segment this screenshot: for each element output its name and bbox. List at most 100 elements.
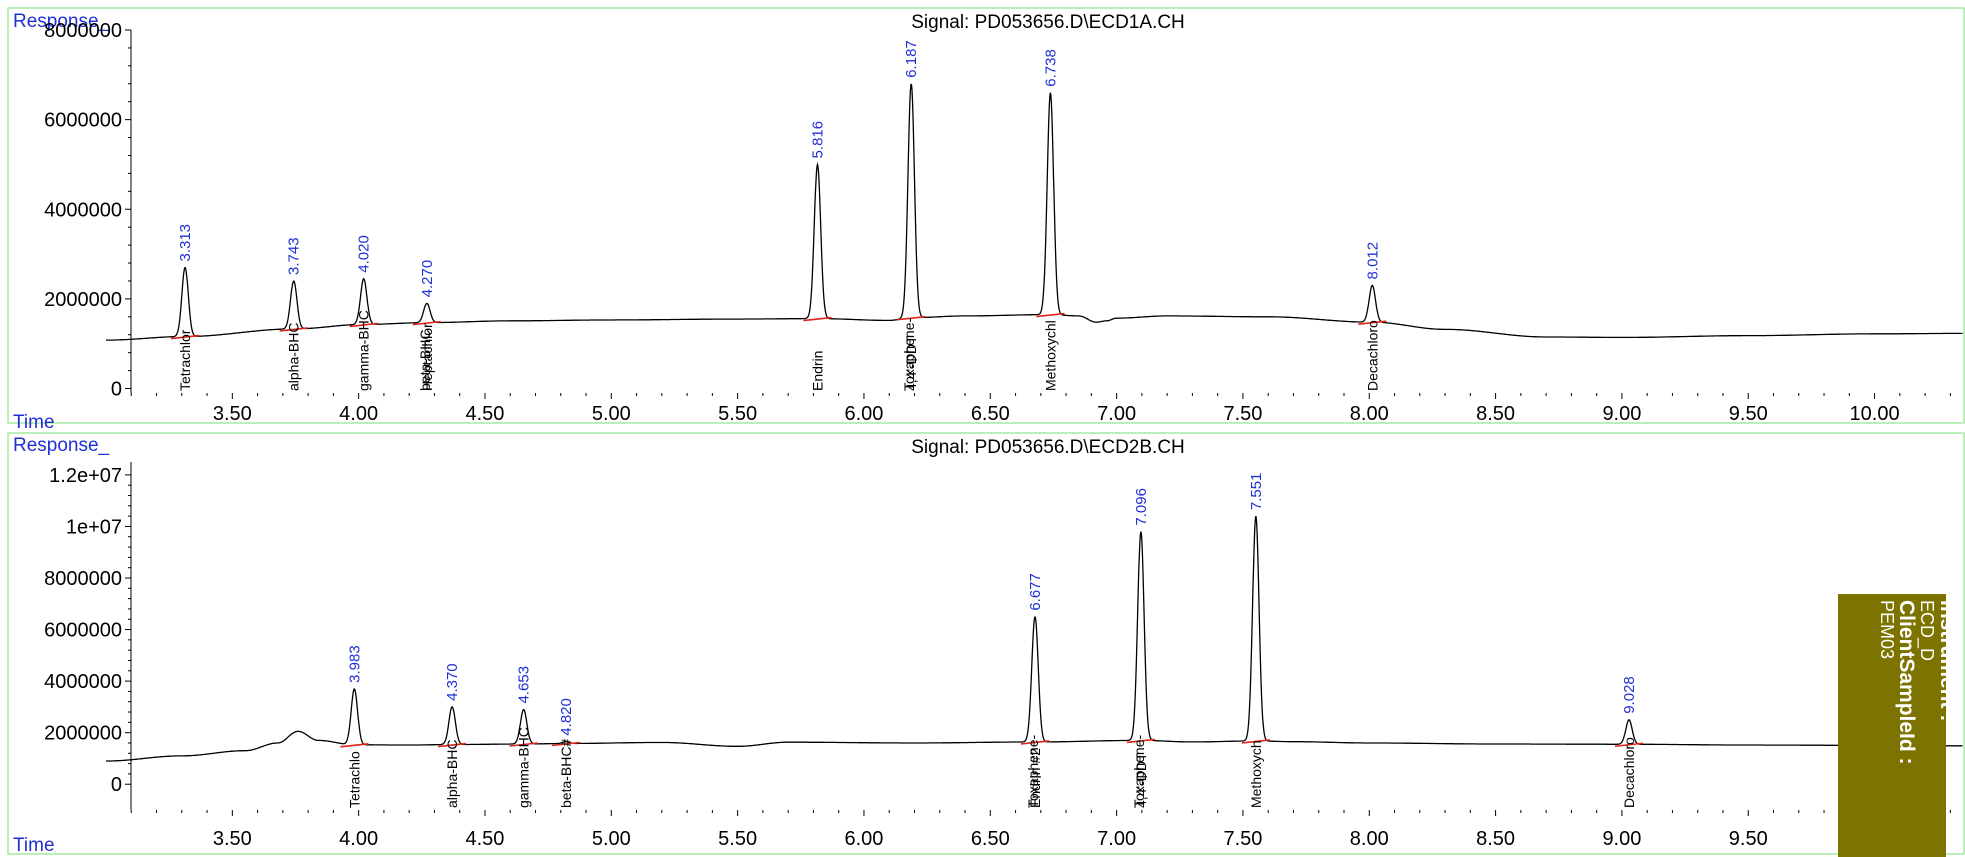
panel-frame bbox=[7, 7, 1965, 424]
x-tick-label: 7.50 bbox=[1223, 828, 1262, 850]
x-tick-label: 5.00 bbox=[592, 403, 631, 425]
axes: 0 2000000 4000000 6000000 8000000 1e+07 1.2e+0… bbox=[44, 462, 1951, 850]
retention-time-label: 6.738 bbox=[1042, 49, 1059, 87]
integration-baseline bbox=[279, 327, 308, 332]
y-tick-label: 0 bbox=[111, 774, 122, 796]
compound-label: Toxaphene- bbox=[901, 317, 917, 391]
x-tick-label: 4.50 bbox=[466, 828, 505, 850]
compound-label: Tetrachlo bbox=[346, 751, 362, 808]
compound-label: Endrin bbox=[809, 351, 825, 391]
retention-time-label: 7.551 bbox=[1248, 473, 1265, 511]
compound-label: Methoxychl bbox=[1042, 320, 1058, 391]
x-tick-label: 5.00 bbox=[592, 828, 631, 850]
retention-time-label: 4.020 bbox=[356, 235, 373, 273]
signal-title: Signal: PD053656.D\ECD2B.CH bbox=[911, 437, 1185, 458]
retention-time-label: 4.820 bbox=[558, 698, 575, 736]
compound-label: alpha-BHC bbox=[286, 323, 302, 391]
x-tick-label: 9.00 bbox=[1602, 403, 1641, 425]
y-axis-title: Response_ bbox=[13, 435, 110, 456]
retention-time-label: 7.096 bbox=[1133, 488, 1150, 526]
integration-baseline bbox=[551, 741, 580, 747]
retention-time-label: 6.187 bbox=[903, 40, 920, 78]
x-tick-label: 8.50 bbox=[1476, 403, 1515, 425]
x-tick-label: 6.00 bbox=[844, 403, 883, 425]
retention-time-label: 5.816 bbox=[809, 121, 826, 159]
retention-time-label: 3.983 bbox=[346, 645, 363, 683]
y-axis-title: Response_ bbox=[13, 11, 110, 32]
instrument-label: Instrument : bbox=[1936, 600, 1959, 721]
y-tick-label: 4000000 bbox=[44, 671, 122, 693]
x-tick-label: 5.50 bbox=[718, 403, 757, 425]
retention-time-label: 4.653 bbox=[516, 666, 533, 704]
x-tick-label: 8.00 bbox=[1350, 403, 1389, 425]
y-tick-label: 0 bbox=[111, 379, 122, 401]
x-tick-label: 10.00 bbox=[1850, 403, 1900, 425]
compound-label: 4,4'-DDT bbox=[903, 335, 919, 391]
x-tick-label: 9.00 bbox=[1602, 828, 1641, 850]
compound-label: Toxaphene- bbox=[1025, 734, 1041, 808]
x-tick-label: 9.50 bbox=[1729, 828, 1768, 850]
integration-baseline bbox=[509, 742, 538, 747]
client-sample-id-label: ClientSampleId : bbox=[1895, 600, 1918, 765]
x-tick-label: 8.50 bbox=[1476, 828, 1515, 850]
y-tick-label: 6000000 bbox=[44, 110, 122, 132]
y-tick-label: 1.2e+07 bbox=[49, 465, 122, 487]
integration-baseline bbox=[1020, 740, 1050, 745]
compound-label: Decachloro bbox=[1621, 737, 1637, 808]
retention-time-label: 6.677 bbox=[1027, 573, 1044, 611]
compound-label: gamma-BHC bbox=[356, 310, 372, 391]
x-tick-label: 8.00 bbox=[1350, 828, 1389, 850]
x-tick-label: 7.50 bbox=[1223, 403, 1262, 425]
compound-label: 4,4'-DDT bbox=[1133, 752, 1149, 808]
retention-time-label: 8.012 bbox=[1364, 242, 1381, 280]
y-tick-label: 4000000 bbox=[44, 199, 122, 221]
x-tick-label: 9.50 bbox=[1729, 403, 1768, 425]
signal-line bbox=[106, 516, 1963, 762]
signal-line bbox=[106, 83, 1963, 341]
y-tick-label: 1e+07 bbox=[66, 516, 122, 538]
y-tick-label: 8000000 bbox=[44, 20, 122, 42]
client-sample-id-value: PEM03 bbox=[1877, 600, 1897, 659]
x-tick-label: 6.00 bbox=[844, 828, 883, 850]
integration-baseline bbox=[340, 742, 369, 748]
x-axis-title: Time bbox=[13, 835, 55, 856]
compound-label: beta-BHC bbox=[417, 330, 433, 391]
compound-label: Toxaphene- bbox=[1131, 734, 1147, 808]
integration-baseline bbox=[897, 315, 926, 321]
compound-label: Endrin #2 bbox=[1027, 748, 1043, 808]
integration-baseline bbox=[412, 320, 441, 326]
instrument-info-panel: Instrument : ECD_D ClientSampleId : PEM0… bbox=[1838, 594, 1959, 857]
retention-time-label: 4.370 bbox=[444, 663, 461, 701]
compound-label: beta-BHC# bbox=[558, 739, 574, 808]
x-tick-label: 7.00 bbox=[1097, 828, 1136, 850]
integration-baseline bbox=[349, 322, 378, 328]
instrument-value: ECD_D bbox=[1916, 600, 1937, 661]
compound-label: Tetrachlor bbox=[177, 329, 193, 391]
x-tick-label: 4.00 bbox=[339, 828, 378, 850]
x-tick-label: 6.50 bbox=[971, 828, 1010, 850]
integration-baseline bbox=[1358, 320, 1387, 325]
y-tick-label: 2000000 bbox=[44, 723, 122, 745]
retention-time-label: 4.270 bbox=[419, 260, 436, 298]
compound-label: Heptachlor bbox=[419, 323, 435, 391]
compound-label: Decachloro bbox=[1364, 320, 1380, 391]
compound-label: alpha-BHC bbox=[444, 740, 460, 808]
axes: 0 2000000 4000000 6000000 8000000 3.50 4.00 4.5… bbox=[44, 20, 1951, 425]
x-tick-label: 5.50 bbox=[718, 828, 757, 850]
integration-baseline bbox=[170, 334, 200, 340]
retention-time-label: 3.743 bbox=[286, 237, 303, 275]
x-tick-label: 6.50 bbox=[971, 403, 1010, 425]
y-tick-label: 8000000 bbox=[44, 568, 122, 590]
integration-baseline bbox=[1241, 739, 1270, 744]
x-axis-title: Time bbox=[13, 412, 55, 433]
y-tick-label: 2000000 bbox=[44, 289, 122, 311]
signal-trace bbox=[106, 83, 1963, 341]
x-tick-label: 4.50 bbox=[466, 403, 505, 425]
chromatogram-panel-ecd1a: Response_ Signal: PD053656.D\ECD1A.CH Ti… bbox=[7, 7, 1965, 433]
signal-trace bbox=[106, 516, 1963, 762]
retention-time-label: 9.028 bbox=[1621, 676, 1638, 714]
info-panel-background bbox=[1838, 594, 1946, 857]
peak-labels: 3.983 Tetrachlo 4.370 alpha-BHC 4.653 gamma-B… bbox=[346, 473, 1638, 808]
signal-title: Signal: PD053656.D\ECD1A.CH bbox=[911, 12, 1185, 33]
